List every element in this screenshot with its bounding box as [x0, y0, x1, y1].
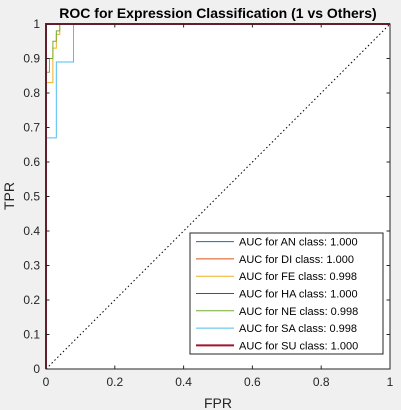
y-tick-label: 0.8: [23, 86, 40, 100]
x-tick-label: 0.2: [106, 375, 123, 389]
y-tick-label: 1: [33, 17, 40, 31]
y-tick-label: 0.1: [23, 328, 40, 342]
y-tick-label: 0.3: [23, 259, 40, 273]
axes-layer: 0 0.2 0.4 0.6 0.8 1 0 0.1 0.2 0.3 0.4 0.5 0.6 0.7 0.8 0…: [23, 17, 393, 389]
legend: AUC for AN class: 1.000 AUC for DI class:…: [189, 232, 384, 355]
y-tick-label: 0.7: [23, 121, 40, 135]
x-tick-label: 0.4: [175, 375, 192, 389]
y-tick-label: 0.9: [23, 52, 40, 66]
y-tick-label: 0.5: [23, 190, 40, 204]
x-tick-label: 0.6: [244, 375, 261, 389]
y-axis-label: TPR: [1, 182, 17, 210]
x-tick-label: 0.8: [313, 375, 330, 389]
legend-entry-label: AUC for SA class: 0.998: [239, 323, 357, 335]
legend-entry-label: AUC for HA class: 1.000: [239, 289, 358, 301]
legend-entry-label: AUC for SU class: 1.000: [239, 340, 358, 352]
legend-entry-label: AUC for AN class: 1.000: [239, 237, 358, 249]
y-tick-label: 0.2: [23, 293, 40, 307]
chart-title: ROC for Expression Classification (1 vs …: [59, 5, 376, 21]
y-tick-label: 0: [33, 362, 40, 376]
y-tick-label: 0.4: [23, 224, 40, 238]
x-tick-label: 1: [387, 375, 394, 389]
y-tick-label: 0.6: [23, 155, 40, 169]
diagonal-reference-line: [45, 23, 391, 370]
x-tick-label: 0: [43, 375, 50, 389]
roc-series-line-5: [45, 23, 390, 369]
legend-entry-label: AUC for NE class: 0.998: [239, 306, 358, 318]
x-axis-label: FPR: [204, 395, 232, 410]
legend-entry-label: AUC for FE class: 0.998: [239, 271, 357, 283]
legend-entry-label: AUC for DI class: 1.000: [239, 254, 354, 266]
